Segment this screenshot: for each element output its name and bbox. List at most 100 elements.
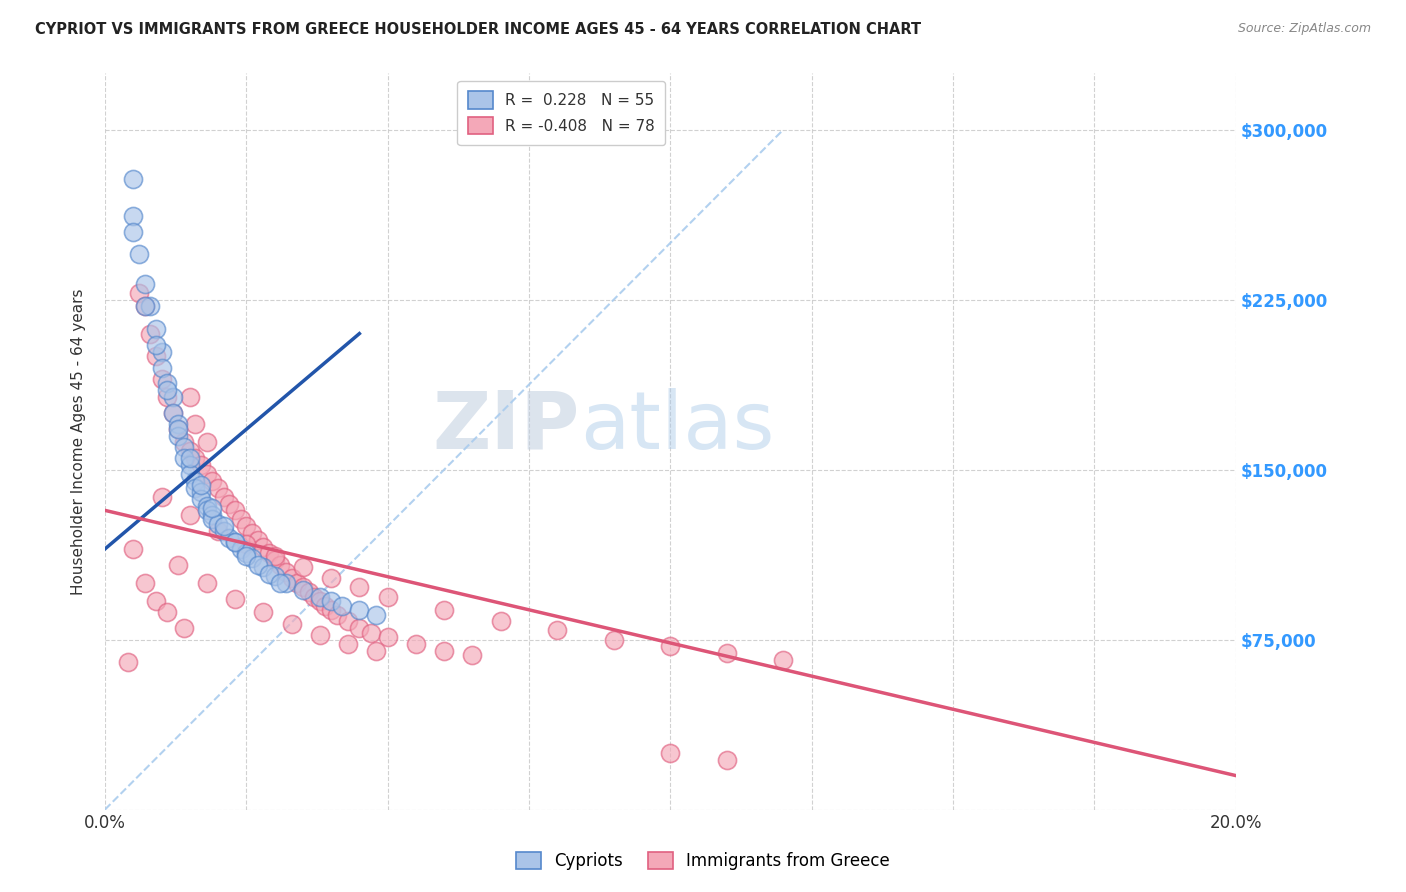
Point (308, 590, 330, 604)
Point (659, 640, 682, 654)
Point (201, 512, 224, 526)
Point (195, 499, 218, 513)
Point (263, 569, 285, 583)
Point (145, 338, 167, 352)
Point (212, 524, 235, 538)
Point (218, 531, 240, 545)
Point (366, 644, 388, 658)
Point (433, 644, 456, 658)
Y-axis label: Householder Income Ages 45 - 64 years: Householder Income Ages 45 - 64 years (72, 288, 86, 594)
Point (139, 326, 162, 341)
Point (224, 535, 246, 549)
Point (122, 172, 145, 186)
Point (349, 621, 371, 635)
Point (377, 630, 399, 644)
Point (184, 481, 207, 495)
Point (212, 490, 235, 504)
Point (308, 628, 330, 642)
Point (546, 624, 568, 638)
Point (332, 599, 354, 613)
Point (150, 372, 173, 386)
Point (326, 607, 349, 622)
Point (179, 390, 201, 404)
Point (297, 585, 319, 599)
Point (128, 285, 150, 300)
Point (240, 551, 263, 566)
Point (229, 512, 252, 526)
Point (314, 599, 336, 613)
Point (246, 533, 269, 547)
Point (134, 575, 156, 590)
Point (156, 384, 179, 398)
Point (252, 540, 274, 554)
Point (173, 621, 195, 635)
Point (349, 603, 371, 617)
Point (240, 526, 263, 541)
Point (224, 503, 246, 517)
Point (274, 575, 297, 590)
Point (167, 422, 190, 436)
Point (321, 594, 343, 608)
Point (337, 615, 360, 629)
Point (179, 467, 201, 482)
Point (145, 594, 167, 608)
Point (128, 247, 150, 261)
Point (207, 524, 229, 538)
Point (145, 322, 167, 336)
Point (167, 428, 190, 442)
Point (269, 575, 291, 590)
Point (179, 444, 201, 458)
Point (235, 537, 257, 551)
Point (134, 277, 156, 291)
Point (150, 490, 173, 504)
Point (291, 581, 314, 595)
Point (190, 478, 212, 492)
Point (173, 451, 195, 466)
Point (235, 546, 257, 560)
Point (360, 625, 382, 640)
Point (252, 606, 274, 620)
Point (173, 435, 195, 450)
Point (201, 501, 224, 516)
Point (212, 519, 235, 533)
Point (252, 560, 274, 574)
Point (337, 637, 360, 651)
Point (145, 349, 167, 363)
Point (235, 519, 257, 533)
Point (139, 300, 162, 314)
Point (433, 603, 456, 617)
Point (285, 575, 308, 590)
Point (195, 503, 218, 517)
Point (162, 390, 184, 404)
Point (167, 422, 190, 436)
Point (167, 558, 190, 572)
Point (117, 655, 139, 669)
Point (269, 558, 291, 572)
Legend: R =  0.228   N = 55, R = -0.408   N = 78: R = 0.228 N = 55, R = -0.408 N = 78 (457, 80, 665, 145)
Point (716, 753, 738, 767)
Point (167, 417, 190, 432)
Point (366, 607, 388, 622)
Point (179, 451, 201, 466)
Point (291, 582, 314, 597)
Point (195, 435, 218, 450)
Point (308, 594, 330, 608)
Point (150, 360, 173, 375)
Point (173, 440, 195, 454)
Point (179, 458, 201, 472)
Point (122, 225, 145, 239)
Point (179, 508, 201, 522)
Point (134, 300, 156, 314)
Legend: Cypriots, Immigrants from Greece: Cypriots, Immigrants from Greece (509, 845, 897, 877)
Point (224, 535, 246, 549)
Point (659, 746, 682, 760)
Point (716, 646, 738, 660)
Point (246, 558, 269, 572)
Point (156, 376, 179, 391)
Point (349, 581, 371, 595)
Point (321, 571, 343, 585)
Point (291, 560, 314, 574)
Point (201, 474, 224, 488)
Point (489, 615, 512, 629)
Point (190, 458, 212, 472)
